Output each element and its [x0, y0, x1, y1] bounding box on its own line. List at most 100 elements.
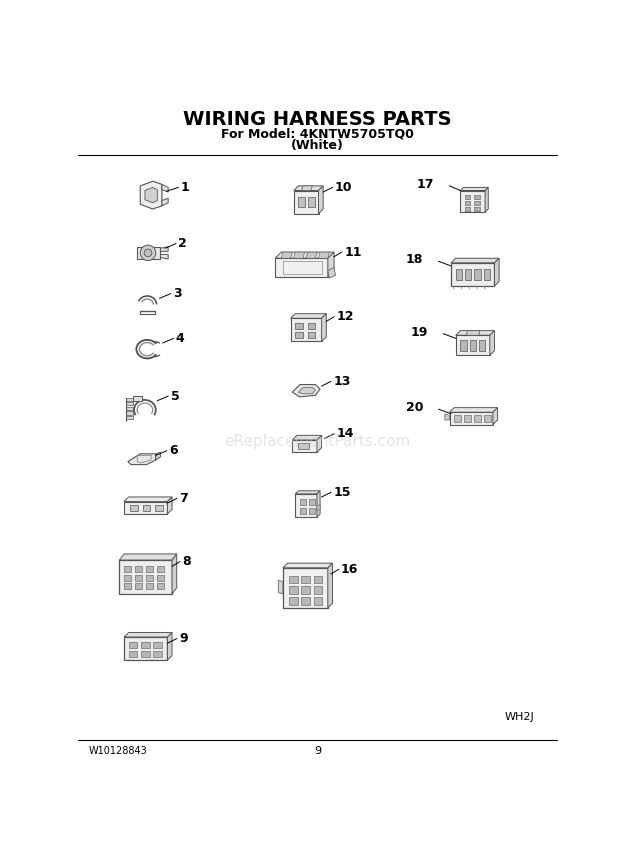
Polygon shape: [124, 637, 167, 660]
Polygon shape: [294, 191, 319, 214]
Text: 15: 15: [334, 486, 351, 499]
Circle shape: [140, 245, 156, 260]
Text: 4: 4: [176, 332, 185, 345]
Text: 8: 8: [182, 556, 191, 568]
Polygon shape: [317, 436, 322, 452]
Polygon shape: [460, 187, 489, 191]
Polygon shape: [314, 575, 322, 583]
Polygon shape: [308, 323, 316, 329]
Text: eReplacementParts.com: eReplacementParts.com: [224, 434, 411, 449]
Text: 12: 12: [336, 310, 354, 324]
Polygon shape: [450, 413, 493, 425]
Text: WH2J: WH2J: [505, 712, 534, 722]
Polygon shape: [135, 574, 142, 581]
Polygon shape: [119, 554, 177, 560]
Polygon shape: [291, 313, 326, 318]
Polygon shape: [126, 402, 133, 406]
Polygon shape: [140, 181, 162, 209]
Text: 9: 9: [314, 746, 321, 756]
Polygon shape: [162, 199, 168, 206]
Polygon shape: [451, 259, 499, 263]
Polygon shape: [156, 574, 164, 581]
Polygon shape: [300, 508, 306, 514]
Polygon shape: [465, 207, 471, 211]
Polygon shape: [153, 642, 162, 648]
Text: 1: 1: [180, 181, 189, 194]
Polygon shape: [124, 574, 131, 581]
Polygon shape: [464, 415, 471, 422]
Polygon shape: [124, 502, 167, 514]
Polygon shape: [292, 384, 320, 397]
Polygon shape: [456, 336, 490, 355]
Polygon shape: [328, 253, 334, 276]
Polygon shape: [295, 494, 317, 517]
Polygon shape: [465, 195, 471, 199]
Polygon shape: [456, 330, 495, 336]
Polygon shape: [465, 269, 471, 280]
Polygon shape: [146, 574, 153, 581]
Polygon shape: [172, 554, 177, 594]
Polygon shape: [295, 490, 320, 494]
Polygon shape: [141, 651, 149, 657]
Polygon shape: [283, 563, 332, 568]
Polygon shape: [493, 407, 497, 425]
Polygon shape: [135, 583, 142, 590]
Polygon shape: [474, 207, 480, 211]
Polygon shape: [490, 330, 495, 355]
Polygon shape: [124, 567, 131, 573]
Text: W10128843: W10128843: [89, 746, 148, 756]
Polygon shape: [301, 586, 310, 594]
Polygon shape: [128, 454, 156, 465]
Polygon shape: [156, 452, 161, 460]
Polygon shape: [301, 186, 312, 191]
Polygon shape: [301, 597, 310, 604]
Text: WIRING HARNESS PARTS: WIRING HARNESS PARTS: [184, 110, 452, 129]
Polygon shape: [124, 497, 172, 502]
Polygon shape: [295, 323, 303, 329]
Polygon shape: [467, 330, 480, 336]
Polygon shape: [161, 247, 168, 252]
Polygon shape: [153, 651, 162, 657]
Polygon shape: [474, 415, 481, 422]
Polygon shape: [298, 443, 309, 449]
Polygon shape: [119, 560, 172, 594]
Polygon shape: [124, 633, 172, 637]
Polygon shape: [141, 642, 149, 648]
Polygon shape: [292, 440, 317, 452]
Polygon shape: [479, 340, 485, 351]
Text: 14: 14: [336, 427, 354, 440]
Polygon shape: [328, 563, 332, 608]
Polygon shape: [281, 253, 292, 259]
Polygon shape: [474, 195, 480, 199]
Text: 13: 13: [334, 375, 351, 388]
Polygon shape: [309, 508, 316, 514]
Polygon shape: [306, 253, 317, 259]
Polygon shape: [484, 415, 491, 422]
Text: 2: 2: [179, 237, 187, 250]
Text: 9: 9: [179, 632, 188, 645]
Text: 19: 19: [410, 325, 428, 339]
Polygon shape: [155, 505, 162, 511]
Polygon shape: [456, 269, 462, 280]
Polygon shape: [454, 415, 461, 422]
Polygon shape: [167, 497, 172, 514]
Polygon shape: [130, 505, 138, 511]
Polygon shape: [275, 259, 328, 276]
Polygon shape: [460, 191, 485, 212]
Polygon shape: [484, 269, 490, 280]
Polygon shape: [450, 407, 497, 413]
Polygon shape: [319, 186, 323, 214]
Polygon shape: [319, 253, 329, 259]
Polygon shape: [289, 575, 298, 583]
Polygon shape: [275, 253, 334, 259]
Polygon shape: [145, 187, 157, 203]
Polygon shape: [460, 340, 467, 351]
Polygon shape: [295, 332, 303, 338]
Polygon shape: [474, 269, 480, 280]
Polygon shape: [126, 416, 133, 419]
Polygon shape: [283, 568, 328, 608]
Text: 16: 16: [341, 563, 358, 576]
Polygon shape: [294, 253, 304, 259]
Polygon shape: [156, 583, 164, 590]
Polygon shape: [129, 651, 137, 657]
